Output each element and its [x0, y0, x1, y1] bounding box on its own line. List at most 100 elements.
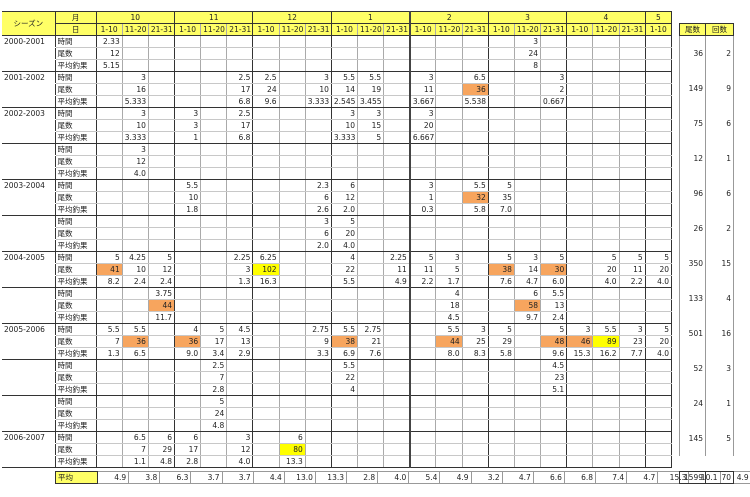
data-cell: 38: [331, 335, 359, 348]
data-cell: [592, 107, 620, 120]
data-cell: 2.4: [540, 311, 568, 324]
data-cell: [514, 155, 542, 168]
data-cell: [409, 59, 437, 72]
data-cell: [462, 383, 489, 396]
average-cell: 13.3: [314, 471, 348, 484]
data-cell: [592, 395, 620, 408]
data-cell: 2.4: [122, 275, 149, 288]
data-cell: [122, 383, 149, 396]
data-cell: 5.8: [488, 347, 515, 360]
month-1: 1: [331, 11, 411, 24]
row-label: 平均釣果: [54, 419, 97, 432]
row-label: 平均釣果: [54, 239, 97, 252]
data-cell: [200, 191, 228, 204]
data-cell: 2.5: [226, 107, 254, 120]
grand-total-trips: 70: [705, 471, 734, 484]
data-cell: [226, 287, 254, 300]
data-cell: [357, 251, 385, 264]
season-total-trips: 2: [705, 211, 734, 246]
data-cell: 1: [174, 131, 202, 144]
data-cell: [305, 35, 332, 48]
day-range-header: 1-10: [488, 23, 515, 36]
season-label: [2, 455, 56, 468]
data-cell: [305, 443, 332, 456]
season-total-count: 350: [679, 246, 706, 281]
data-cell: [122, 419, 149, 432]
data-cell: [619, 395, 646, 408]
data-cell: 6.5: [122, 431, 149, 444]
data-cell: [383, 431, 411, 444]
data-cell: [383, 59, 411, 72]
data-cell: [619, 383, 646, 396]
data-cell: 3: [122, 107, 149, 120]
season-label: 2005-2006: [4, 325, 45, 334]
data-cell: [435, 179, 463, 192]
data-cell: [96, 359, 123, 372]
data-cell: 7.6: [357, 347, 385, 360]
data-cell: [619, 191, 646, 204]
data-cell: [383, 131, 411, 144]
data-cell: [148, 227, 176, 240]
data-cell: [226, 359, 254, 372]
data-cell: [252, 299, 280, 312]
data-cell: [566, 59, 594, 72]
data-cell: [566, 131, 594, 144]
data-cell: [226, 155, 254, 168]
data-cell: [540, 443, 568, 456]
data-cell: [566, 275, 594, 288]
data-cell: [331, 395, 359, 408]
data-cell: 17: [226, 119, 254, 132]
data-cell: [435, 419, 463, 432]
data-cell: [226, 47, 254, 60]
data-cell: [122, 191, 149, 204]
data-cell: [305, 47, 332, 60]
table-row: 尾数 6 20: [2, 227, 673, 240]
data-cell: [435, 191, 463, 204]
data-cell: [462, 371, 489, 384]
data-cell: 32: [462, 191, 489, 204]
data-cell: 3: [462, 323, 489, 336]
data-cell: 3: [357, 107, 385, 120]
data-cell: 3.667: [409, 95, 437, 108]
data-cell: [357, 299, 385, 312]
data-cell: [540, 419, 568, 432]
data-cell: [383, 383, 411, 396]
table-row: 尾数 7 22 23: [2, 371, 673, 384]
data-cell: [226, 143, 254, 156]
data-cell: 2.33: [96, 35, 123, 48]
data-cell: [409, 431, 437, 444]
data-cell: [252, 179, 280, 192]
data-cell: [200, 71, 228, 84]
data-cell: 5: [645, 251, 673, 264]
season-label: [2, 288, 55, 300]
data-cell: 6.8: [226, 131, 254, 144]
table-row: 平均釣果 1.8 2.6 2.0 0.3 5.8 7.0: [2, 203, 673, 216]
table-row: 尾数 12: [2, 155, 673, 168]
data-cell: 2.5: [226, 71, 254, 84]
data-cell: [409, 371, 437, 384]
data-cell: [488, 239, 515, 252]
data-cell: 4.0: [645, 275, 673, 288]
data-cell: [619, 407, 646, 420]
month-12: 12: [252, 11, 332, 24]
data-cell: [645, 203, 673, 216]
summary-table: 尾数 回数 36 2 149 9 75 6 12 1 96 6 26 2 350 15 133 4 501 16 5…: [679, 23, 734, 456]
data-cell: [305, 119, 332, 132]
data-cell: [174, 227, 202, 240]
data-cell: [279, 239, 306, 252]
data-cell: [279, 155, 306, 168]
data-cell: [645, 119, 673, 132]
data-cell: 6.25: [252, 251, 280, 264]
data-cell: 0.3: [409, 203, 437, 216]
data-cell: [462, 299, 489, 312]
data-cell: [645, 311, 673, 324]
data-cell: 17: [226, 83, 254, 96]
data-cell: 48: [540, 335, 568, 348]
average-cell: 2.8: [345, 471, 379, 484]
data-cell: [540, 59, 568, 72]
data-cell: 5.5: [331, 359, 359, 372]
data-cell: [252, 383, 280, 396]
data-cell: 6: [305, 227, 332, 240]
data-cell: [174, 83, 202, 96]
data-cell: [96, 179, 123, 192]
